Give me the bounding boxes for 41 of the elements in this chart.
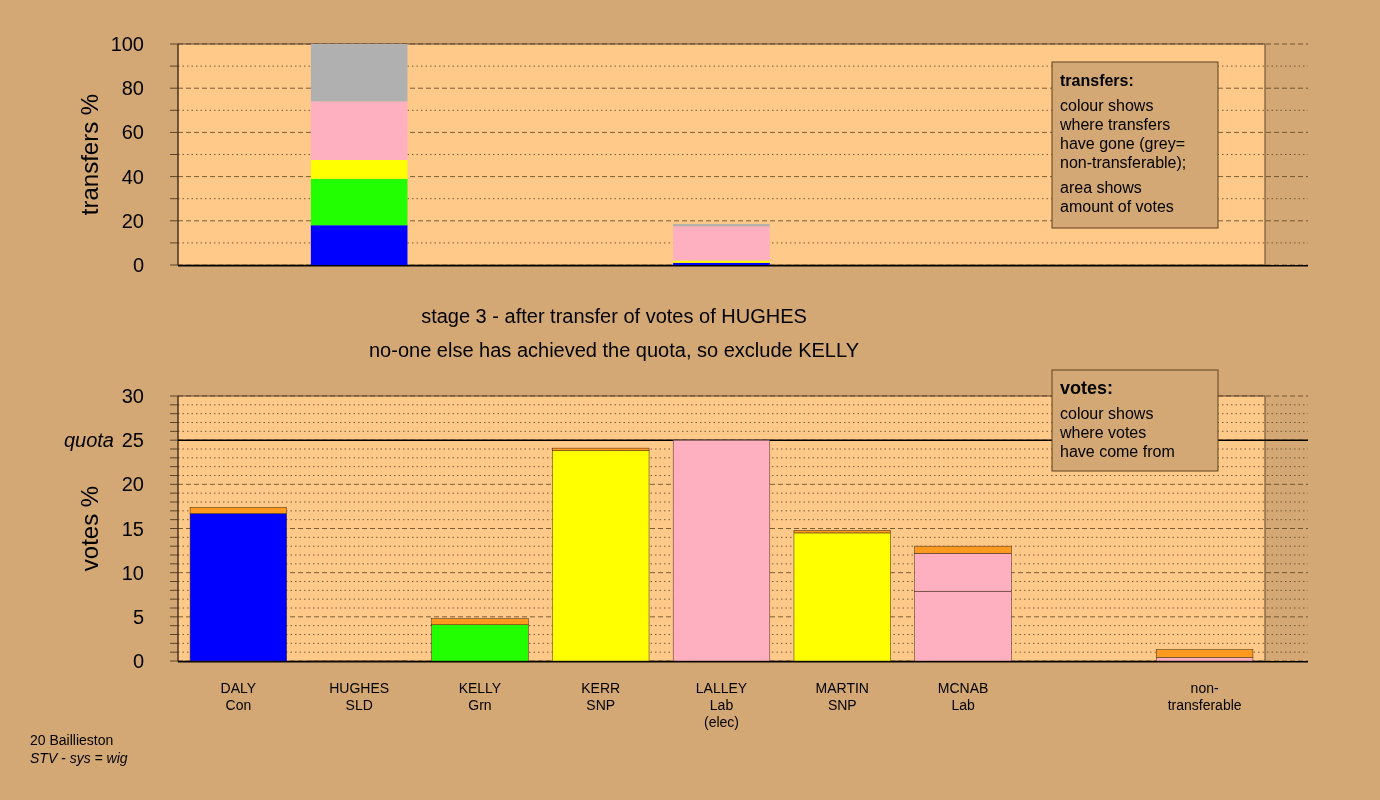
annotation: area shows amount of votes xyxy=(1060,179,1174,215)
y-axis-title: transfers % xyxy=(76,93,103,216)
x-tick-label: KERR SNP xyxy=(581,680,621,713)
bar xyxy=(310,178,408,226)
x-tick-label: KELLY Grn xyxy=(458,680,502,713)
x-tick-label: non- transferable xyxy=(1167,680,1242,713)
y-tick-label: 15 xyxy=(121,517,144,540)
x-tick-label: LALLEY Lab (elec) xyxy=(695,680,748,730)
annotation: transfers: xyxy=(1060,72,1134,89)
y-tick-label: 10 xyxy=(121,561,144,584)
bar xyxy=(1156,649,1254,658)
y-tick-label: 0 xyxy=(132,254,144,276)
chart-title: stage 3 - after transfer of votes of HUGHES xyxy=(421,305,807,327)
y-axis-title: votes % xyxy=(76,485,103,572)
y-tick-label: 40 xyxy=(121,165,144,188)
y-tick-label: 60 xyxy=(121,121,144,144)
x-tick-label: MCNAB Lab xyxy=(937,680,989,713)
y-tick-label: 100 xyxy=(110,33,144,55)
x-tick-label: MARTIN SNP xyxy=(815,680,869,713)
text: STV - sys = wig xyxy=(30,750,128,766)
bar xyxy=(310,44,408,102)
x-tick-label: HUGHES SLD xyxy=(329,680,390,713)
bar xyxy=(673,226,770,261)
y-tick-label: 5 xyxy=(132,605,144,628)
annotation: votes: xyxy=(1060,378,1114,398)
y-tick-label: 0 xyxy=(132,650,144,672)
y-tick-label: 30 xyxy=(121,385,144,407)
bar xyxy=(673,224,770,227)
bar xyxy=(310,225,408,265)
bar xyxy=(310,101,408,161)
y-tick-label: 20 xyxy=(121,209,144,232)
ref-line-label: quota xyxy=(63,429,114,452)
y-tick-label: 25 xyxy=(121,429,144,452)
chart-subtitle: no-one else has achieved the quota, so exclude KELLY xyxy=(369,339,859,361)
y-tick-label: 80 xyxy=(121,77,144,100)
y-tick-label: 20 xyxy=(121,473,144,496)
annotation: colour shows where votes have come from xyxy=(1059,405,1175,460)
bar xyxy=(310,160,408,179)
text: 20 Baillieston xyxy=(30,732,114,748)
x-tick-label: DALY Con xyxy=(220,680,257,713)
annotation: colour shows where transfers have gone (grey= non-transferable); xyxy=(1059,97,1187,171)
